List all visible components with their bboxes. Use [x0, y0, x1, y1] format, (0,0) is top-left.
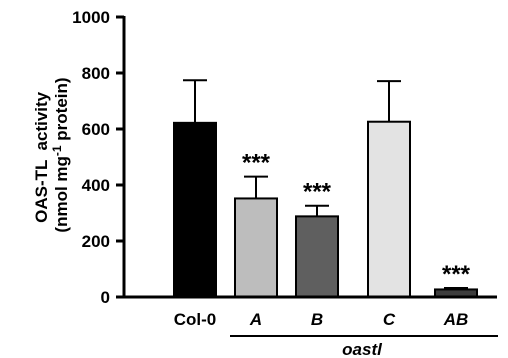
x-tick-label: AB: [443, 310, 469, 329]
x-tick-label: B: [311, 310, 323, 329]
bar-b: [295, 215, 339, 298]
significance-marker: ***: [303, 179, 332, 206]
x-tick-label: C: [383, 310, 396, 329]
bar-col-0: [173, 121, 217, 298]
bars: [173, 120, 478, 299]
bar-c: [367, 120, 411, 298]
y-axis-ticks: 0 200 400 600 800 1000: [72, 8, 124, 307]
x-tick-label: A: [249, 310, 262, 329]
x-tick-label: Col-0: [174, 310, 217, 329]
y-axis-label-line2-post: protein): [52, 77, 71, 145]
significance-marker: ***: [442, 261, 471, 288]
y-axis-label-superscript: -1: [50, 145, 64, 156]
error-bars: [183, 79, 468, 290]
y-tick-label: 0: [101, 288, 110, 307]
bar-a: [234, 197, 278, 298]
y-axis-label-line2-pre: (nmol mg: [52, 156, 71, 233]
group-label: oastl: [342, 340, 383, 358]
y-tick-label: 200: [82, 232, 110, 251]
y-tick-label: 1000: [72, 8, 110, 27]
y-axis-label: OAS-TL activity (nmol mg-1 protein): [32, 77, 71, 232]
y-axis-label-line1: OAS-TL activity: [32, 91, 51, 223]
y-tick-label: 600: [82, 120, 110, 139]
significance-markers: *** *** ***: [242, 150, 471, 288]
y-tick-label: 800: [82, 64, 110, 83]
x-axis-tick-labels: Col-0 A B C AB: [174, 310, 469, 329]
significance-marker: ***: [242, 150, 271, 177]
y-tick-label: 400: [82, 176, 110, 195]
